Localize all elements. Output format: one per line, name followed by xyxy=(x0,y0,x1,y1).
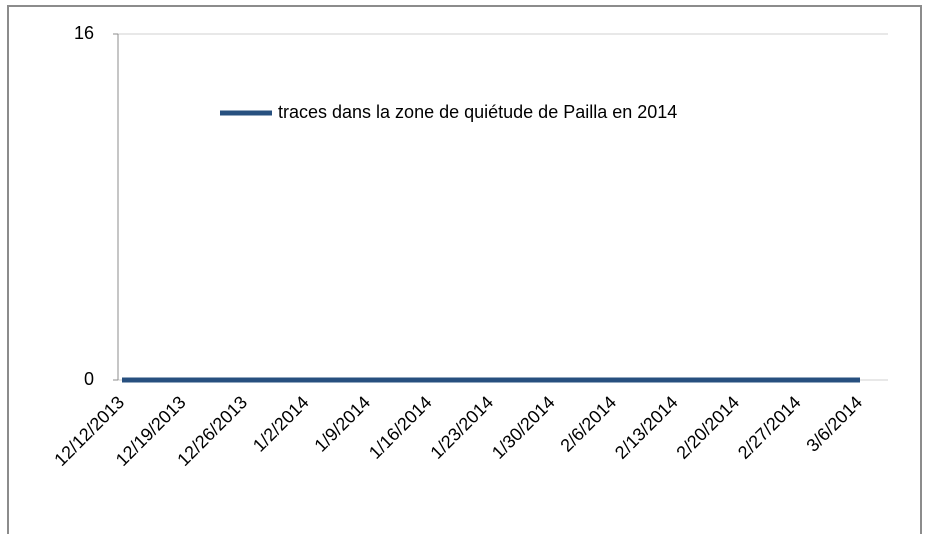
legend-label: traces dans la zone de quiétude de Paill… xyxy=(278,102,677,122)
y-tick-label: 16 xyxy=(74,23,94,43)
chart-border xyxy=(7,5,922,534)
y-tick-label: 0 xyxy=(84,369,94,389)
